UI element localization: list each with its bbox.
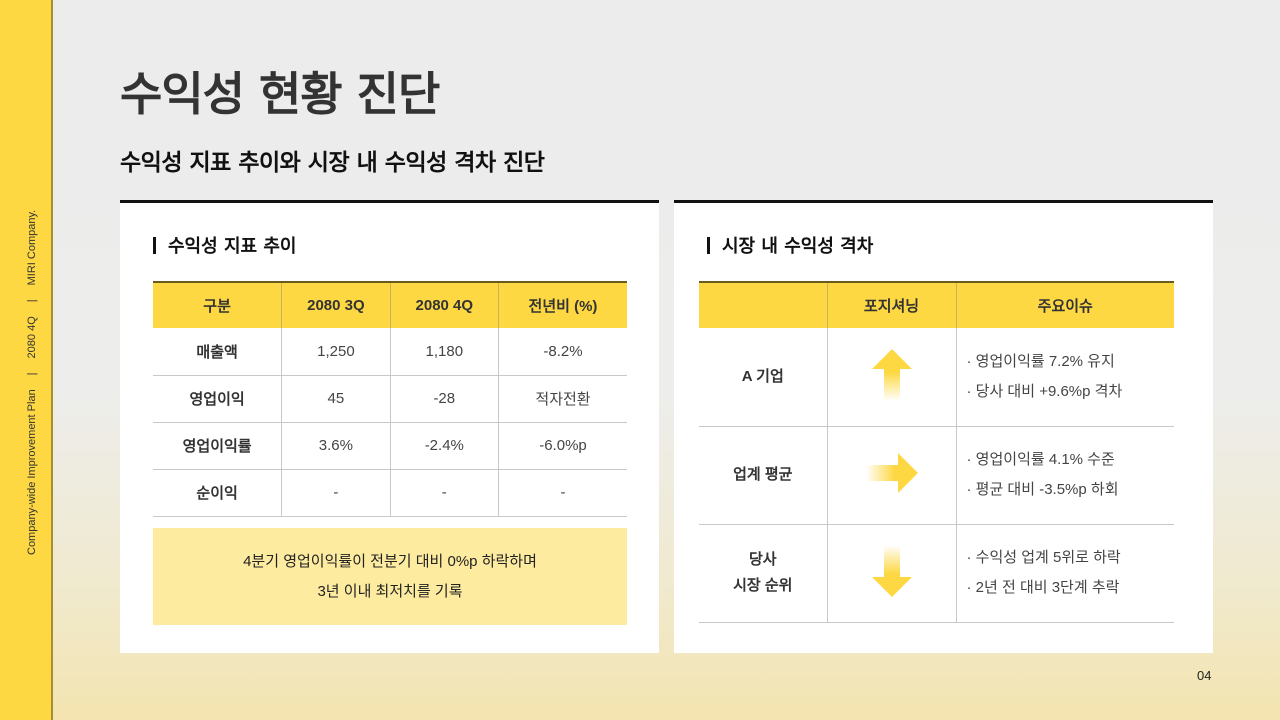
table-cell: -8.2%: [497, 328, 627, 376]
table-cell: -28: [389, 375, 499, 423]
page-number: 04: [1197, 668, 1212, 683]
market-gap-table: 포지셔닝 주요이슈 A 기업: [699, 281, 1174, 623]
sidebar-divider: |: [26, 372, 38, 376]
table-cell: -: [389, 469, 499, 517]
table-header-row: 구분 2080 3Q 2080 4Q 전년비 (%): [153, 281, 627, 328]
row-label: 영업이익률: [153, 422, 282, 470]
issue-item: · 영업이익률 7.2% 유지: [966, 352, 1115, 370]
sidebar-plan-label: Company-wide Improvement Plan: [26, 389, 38, 555]
issues-cell: · 수익성 업계 5위로 하락 · 2년 전 대비 3단계 추락: [955, 524, 1174, 623]
issue-item: · 당사 대비 +9.6%p 격차: [966, 382, 1123, 400]
table-row: 순이익 - - -: [153, 469, 627, 517]
table-row: A 기업 · 영업이익률 7.2% 유지: [699, 328, 1174, 427]
card-title: 시장 내 수익성 격차: [707, 232, 873, 258]
table-cell: 1,250: [281, 328, 391, 376]
positioning-cell: [826, 426, 956, 525]
sidebar-company-label: MIRI Company.: [26, 209, 38, 286]
issues-cell: · 영업이익률 4.1% 수준 · 평균 대비 -3.5%p 하회: [955, 426, 1174, 525]
sidebar-vertical-text: Company-wide Improvement Plan | 2080 4Q …: [26, 160, 38, 555]
col-header: 2080 3Q: [281, 281, 391, 328]
row-label: 업계 평균: [699, 426, 827, 525]
profitability-trend-card: 수익성 지표 추이 구분 2080 3Q 2080 4Q 전년비 (%) 매출액…: [120, 200, 659, 653]
note-line-2: 3년 이내 최저치를 기록: [317, 582, 463, 600]
table-cell: -: [497, 469, 627, 517]
positioning-cell: [826, 328, 956, 427]
col-header: 주요이슈: [955, 281, 1174, 328]
card-title: 수익성 지표 추이: [153, 232, 296, 258]
page-title: 수익성 현황 진단: [120, 67, 440, 121]
table-row: 영업이익률 3.6% -2.4% -6.0%p: [153, 422, 627, 470]
row-label-text: 당사: [748, 551, 777, 568]
issue-item: · 2년 전 대비 3단계 추락: [966, 579, 1120, 596]
profitability-table: 구분 2080 3Q 2080 4Q 전년비 (%) 매출액 1,250 1,1…: [153, 281, 627, 517]
sidebar-period-label: 2080 4Q: [26, 316, 38, 359]
col-header: 구분: [153, 281, 282, 328]
arrow-up-icon: [871, 348, 912, 401]
col-header: 포지셔닝: [826, 281, 956, 328]
issue-item: · 영업이익률 4.1% 수준: [966, 451, 1115, 468]
arrow-right-icon: [865, 453, 918, 493]
row-label: A 기업: [699, 328, 827, 427]
row-label: 매출액: [153, 328, 282, 376]
col-header: 전년비 (%): [497, 281, 627, 328]
card-title-text: 시장 내 수익성 격차: [722, 236, 874, 257]
table-cell: -2.4%: [389, 422, 499, 470]
sidebar: Company-wide Improvement Plan | 2080 4Q …: [0, 0, 53, 720]
row-label-text: 업계 평균: [733, 466, 793, 483]
sidebar-divider: |: [26, 299, 38, 303]
row-label: 당사 시장 순위: [699, 524, 827, 623]
positioning-cell: [826, 524, 956, 623]
table-cell: -: [281, 469, 391, 517]
table-row: 매출액 1,250 1,180 -8.2%: [153, 328, 627, 376]
col-header: 2080 4Q: [389, 281, 499, 328]
table-row: 당사 시장 순위 · 수익성 업계 5: [699, 524, 1174, 623]
col-header: [699, 281, 827, 328]
card-title-text: 수익성 지표 추이: [168, 236, 297, 257]
note-line-1: 4분기 영업이익률이 전분기 대비 0%p 하락하며: [243, 552, 537, 570]
title-bar-marker: [153, 236, 156, 254]
title-bar-marker: [707, 236, 710, 254]
row-label-text-2: 시장 순위: [733, 577, 793, 594]
table-cell: 1,180: [389, 328, 499, 376]
table-row: 영업이익 45 -28 적자전환: [153, 375, 627, 423]
issues-cell: · 영업이익률 7.2% 유지 · 당사 대비 +9.6%p 격차: [955, 328, 1174, 427]
row-label-text: A 기업: [741, 367, 784, 385]
table-cell: 45: [281, 375, 391, 423]
page-subtitle: 수익성 지표 추이와 시장 내 수익성 격차 진단: [120, 150, 545, 176]
table-cell: -6.0%p: [497, 422, 627, 470]
table-cell: 적자전환: [497, 375, 627, 423]
market-gap-card: 시장 내 수익성 격차 포지셔닝 주요이슈 A 기업: [674, 200, 1213, 653]
table-cell: 3.6%: [281, 422, 391, 470]
row-label: 순이익: [153, 469, 282, 517]
row-label: 영업이익: [153, 375, 282, 423]
issue-item: · 평균 대비 -3.5%p 하회: [966, 481, 1119, 498]
arrow-down-icon: [871, 545, 912, 597]
issue-item: · 수익성 업계 5위로 하락: [966, 549, 1121, 566]
summary-note: 4분기 영업이익률이 전분기 대비 0%p 하락하며 3년 이내 최저치를 기록: [153, 528, 627, 625]
table-row: 업계 평균 · 영업이익률 4.1% 수준: [699, 426, 1174, 525]
table-header-row: 포지셔닝 주요이슈: [699, 281, 1174, 328]
